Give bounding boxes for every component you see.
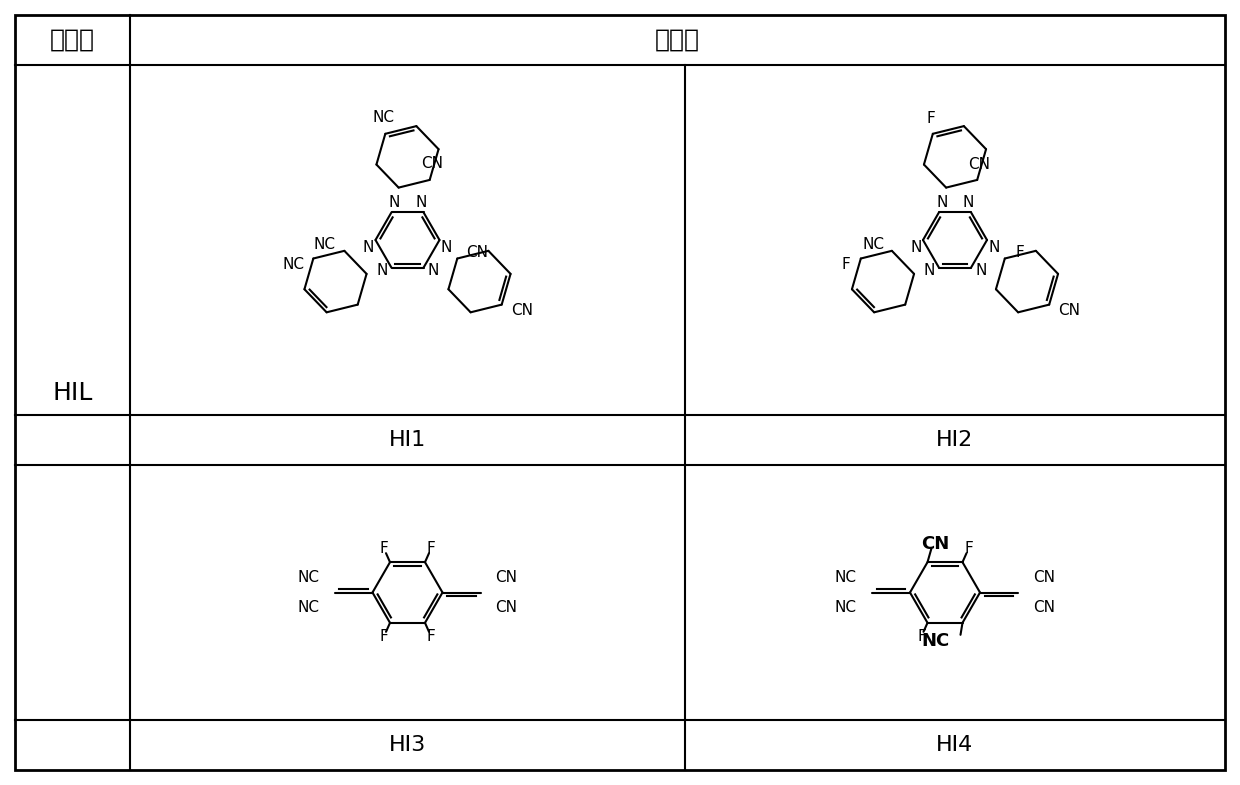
Text: N: N — [924, 263, 935, 278]
Text: N: N — [975, 263, 986, 278]
Text: NC: NC — [863, 237, 885, 252]
Text: NC: NC — [835, 600, 857, 615]
Text: N: N — [428, 263, 439, 278]
Text: NC: NC — [298, 570, 320, 585]
Text: N: N — [376, 263, 387, 278]
Text: HI4: HI4 — [936, 735, 973, 755]
Text: CN: CN — [420, 156, 443, 171]
Text: N: N — [363, 239, 374, 254]
Text: F: F — [965, 541, 973, 556]
Text: 结构式: 结构式 — [655, 28, 701, 52]
Text: F: F — [842, 257, 851, 272]
Text: CN: CN — [921, 535, 950, 553]
Text: CN: CN — [511, 303, 533, 318]
Text: F: F — [926, 111, 935, 126]
Text: F: F — [379, 541, 388, 556]
Text: HI2: HI2 — [936, 430, 973, 450]
Text: HIL: HIL — [52, 381, 93, 404]
Text: NC: NC — [835, 570, 857, 585]
Text: NC: NC — [298, 600, 320, 615]
Text: 功能层: 功能层 — [50, 28, 95, 52]
Text: F: F — [427, 630, 435, 644]
Text: N: N — [910, 239, 921, 254]
Text: F: F — [427, 541, 435, 556]
Text: CN: CN — [1058, 303, 1080, 318]
Text: CN: CN — [496, 570, 517, 585]
Text: N: N — [936, 195, 947, 210]
Text: HI3: HI3 — [389, 735, 427, 755]
Text: F: F — [1016, 245, 1024, 260]
Text: CN: CN — [466, 245, 489, 260]
Text: N: N — [440, 239, 453, 254]
Text: HI1: HI1 — [389, 430, 427, 450]
Text: CN: CN — [496, 600, 517, 615]
Text: CN: CN — [968, 158, 991, 173]
Text: CN: CN — [1033, 600, 1055, 615]
Text: F: F — [379, 630, 388, 644]
Text: N: N — [988, 239, 999, 254]
Text: CN: CN — [1033, 570, 1055, 585]
Text: NC: NC — [314, 237, 335, 252]
Text: NC: NC — [283, 257, 304, 272]
Text: F: F — [918, 630, 926, 644]
Text: N: N — [415, 195, 427, 210]
Text: N: N — [962, 195, 973, 210]
Text: NC: NC — [921, 632, 950, 650]
Text: N: N — [388, 195, 401, 210]
Text: NC: NC — [372, 111, 394, 126]
